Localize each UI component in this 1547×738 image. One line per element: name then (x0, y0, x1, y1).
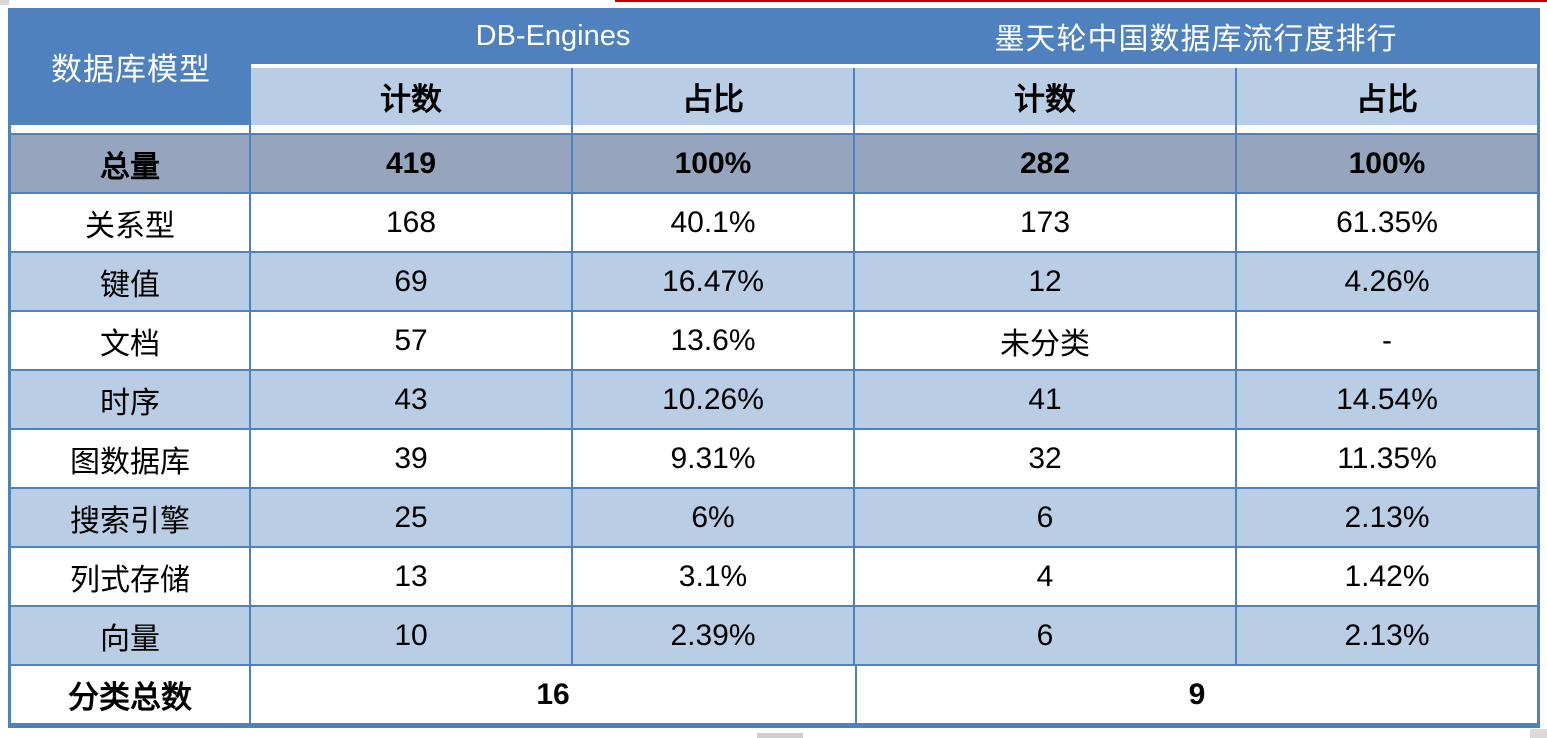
table-cell: 13.6% (573, 312, 855, 369)
table-cell: 100% (573, 135, 855, 192)
sub-header-share-db: 占比 (573, 68, 855, 125)
row-label: 总量 (11, 135, 251, 192)
table-cell: 11.35% (1337, 441, 1437, 475)
header-gap-line (251, 64, 1537, 68)
table-row-total: 总量 419 100% 282 100% (11, 133, 1537, 192)
corner-header-cell: 数据库模型 (11, 8, 251, 125)
table-cell: 1.42% (1344, 559, 1430, 593)
row-label: 图数据库 (11, 430, 251, 487)
sub-header-count-modb: 计数 (855, 68, 1237, 125)
table-cell: 61.35% (1336, 205, 1438, 239)
table-cell: 282 (855, 135, 1237, 192)
table-cell: 41 (855, 371, 1237, 428)
table-cell: 13 (251, 548, 573, 605)
row-label: 列式存储 (11, 548, 251, 605)
header-right-block: DB-Engines 墨天轮中国数据库流行度排行 计数 占比 计数 占比 (251, 8, 1537, 125)
table-cell: 2.13% (1344, 500, 1430, 534)
row-label: 向量 (11, 607, 251, 664)
cropped-corner-artifact (0, 0, 9, 5)
table-cell: 10 (251, 607, 573, 664)
table-cell: 16.47% (573, 253, 855, 310)
group-header-db-engines: DB-Engines (475, 19, 631, 52)
table-cell: 40.1% (573, 194, 855, 251)
database-model-comparison-table: 数据库模型 DB-Engines 墨天轮中国数据库流行度排行 计数 占比 计数 … (8, 8, 1540, 728)
table-cell: 32 (855, 430, 1237, 487)
sub-header-share-modb: 占比 (1237, 68, 1537, 125)
row-label: 文档 (11, 312, 251, 369)
table-cell: 6 (855, 489, 1237, 546)
table-cell: 6 (855, 607, 1237, 664)
header-body-separator (11, 125, 1537, 133)
row-label: 搜索引擎 (11, 489, 251, 546)
table-cell: 4.26% (1344, 264, 1430, 298)
table-cell: - (1382, 323, 1392, 357)
table-cell: 2.13% (1344, 618, 1430, 652)
table-row-category-totals: 分类总数 16 9 (11, 664, 1537, 723)
table-cell: 10.26% (573, 371, 855, 428)
table-cell: 39 (251, 430, 573, 487)
table-cell: 69 (251, 253, 573, 310)
table-cell: 12 (855, 253, 1237, 310)
table-cell: 6% (573, 489, 855, 546)
table-cell: 419 (251, 135, 573, 192)
table-cell: 14.54% (1336, 382, 1438, 416)
table-cell: 25 (251, 489, 573, 546)
row-label: 时序 (11, 371, 251, 428)
table-cell: 3.1% (573, 548, 855, 605)
table-cell: 未分类 (855, 312, 1237, 369)
sub-header-count-db: 计数 (251, 68, 573, 125)
table-row-columnar: 列式存储 13 3.1% 4 1.42% (11, 546, 1537, 605)
group-header-row: DB-Engines 墨天轮中国数据库流行度排行 (251, 8, 1537, 64)
table-cell: 168 (251, 194, 573, 251)
table-row-document: 文档 57 13.6% 未分类 - (11, 310, 1537, 369)
table-cell: 2.39% (573, 607, 855, 664)
table-row-key-value: 键值 69 16.47% 12 4.26% (11, 251, 1537, 310)
row-label: 键值 (11, 253, 251, 310)
sub-header-row: 计数 占比 计数 占比 (251, 68, 1537, 125)
table-cell: 57 (251, 312, 573, 369)
cropped-scrollbar-right-artifact (1530, 729, 1547, 738)
table-row-time-series: 时序 43 10.26% 41 14.54% (11, 369, 1537, 428)
group-header-modb-ranking: 墨天轮中国数据库流行度排行 (994, 23, 1398, 56)
row-label: 关系型 (11, 194, 251, 251)
table-cell: 4 (855, 548, 1237, 605)
cropped-red-line-artifact (615, 0, 1547, 2)
table-row-search-engine: 搜索引擎 25 6% 6 2.13% (11, 487, 1537, 546)
table-row-graph: 图数据库 39 9.31% 32 11.35% (11, 428, 1537, 487)
footer-db-engines-total: 16 (251, 666, 857, 723)
cropped-scrollbar-artifact (757, 733, 803, 738)
table-cell: 100% (1348, 146, 1426, 180)
table-cell: 173 (855, 194, 1237, 251)
footer-label: 分类总数 (11, 666, 251, 723)
table-row-vector: 向量 10 2.39% 6 2.13% (11, 605, 1537, 664)
table-cell: 9.31% (573, 430, 855, 487)
table-header: 数据库模型 DB-Engines 墨天轮中国数据库流行度排行 计数 占比 计数 … (11, 8, 1537, 125)
table-row-relational: 关系型 168 40.1% 173 61.35% (11, 192, 1537, 251)
footer-modb-total: 9 (1188, 677, 1206, 711)
table-cell: 43 (251, 371, 573, 428)
